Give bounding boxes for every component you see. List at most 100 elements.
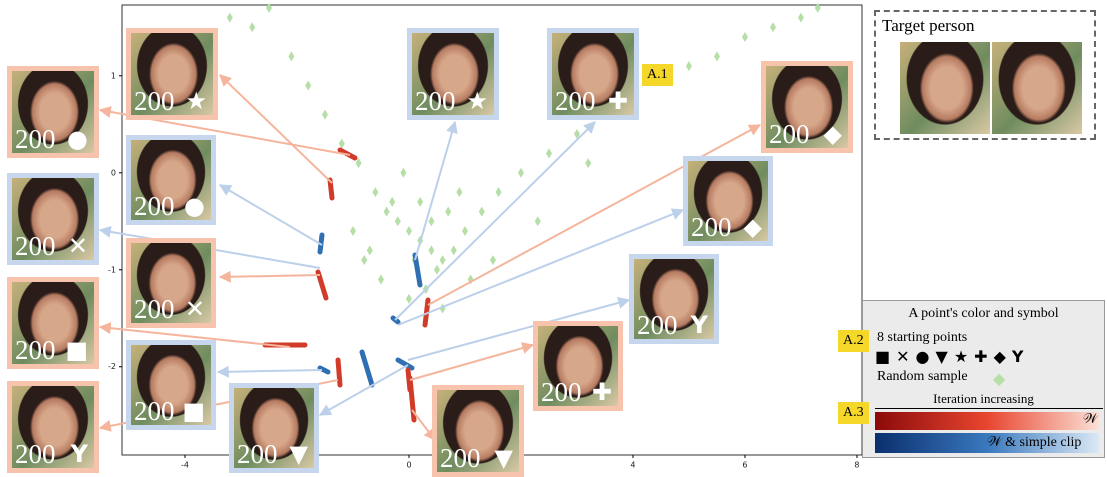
sample-point bbox=[249, 22, 255, 32]
page: -4-202468-2-101 Target person A point's … bbox=[0, 0, 1107, 477]
sample-point bbox=[535, 216, 541, 226]
iteration-label: 200 bbox=[237, 439, 278, 470]
symbol: ● bbox=[184, 192, 205, 220]
thumbnail: 200 ▼ bbox=[229, 383, 319, 473]
arrow bbox=[415, 122, 455, 260]
symbol: ★ bbox=[466, 87, 488, 115]
y-tick-label: -2 bbox=[108, 362, 116, 371]
sample-point bbox=[406, 294, 412, 304]
sample-point bbox=[227, 13, 233, 23]
thumbnail: 200 ▼ bbox=[432, 385, 524, 477]
sample-point bbox=[350, 226, 356, 236]
symbol: ◆ bbox=[744, 213, 762, 241]
sample-point bbox=[479, 207, 485, 217]
symbol: ■ bbox=[65, 336, 88, 364]
thumbnail: 200 ● bbox=[126, 135, 216, 225]
trajectory bbox=[362, 352, 372, 385]
arrow bbox=[320, 365, 408, 415]
arrow bbox=[395, 122, 595, 320]
thumbnail: 200 Y bbox=[629, 254, 719, 344]
iteration-label: 200 bbox=[15, 231, 56, 262]
sample-point bbox=[361, 255, 367, 265]
iteration-label: 200 bbox=[134, 396, 175, 427]
thumbnail: 200■ bbox=[126, 340, 216, 430]
sample-point bbox=[686, 61, 692, 71]
legend-label: 8 starting points bbox=[877, 330, 967, 346]
x-tick-label: 6 bbox=[742, 461, 747, 470]
iteration-label: 200 bbox=[555, 86, 596, 117]
trajectory bbox=[408, 370, 410, 390]
sample-point bbox=[815, 3, 821, 13]
symbol: ✕ bbox=[68, 232, 88, 260]
symbol: ✚ bbox=[592, 378, 612, 406]
iteration-label: 200 bbox=[769, 119, 810, 150]
sample-point bbox=[496, 187, 502, 197]
x-tick-label: 8 bbox=[854, 461, 859, 470]
y-tick-label: -1 bbox=[108, 265, 116, 274]
symbol: Y bbox=[71, 440, 88, 468]
symbol: ▼ bbox=[495, 444, 513, 472]
sample-point bbox=[322, 110, 328, 120]
sample-point bbox=[462, 226, 468, 236]
target-title: Target person bbox=[882, 16, 974, 36]
sample-point bbox=[400, 168, 406, 178]
y-tick-label: 0 bbox=[111, 168, 116, 177]
legend-symbol: Y bbox=[1012, 347, 1024, 366]
iteration-label: 200 bbox=[440, 443, 481, 474]
thumbnail: 200◆ bbox=[683, 156, 773, 246]
legend-label: 𝒲 & simple clip bbox=[987, 435, 1081, 451]
thumbnail: 200■ bbox=[7, 277, 99, 369]
sample-point bbox=[395, 216, 401, 226]
thumbnail: 200● bbox=[7, 66, 99, 158]
x-tick-label: 4 bbox=[630, 461, 635, 470]
sample-point bbox=[367, 245, 373, 255]
sample-point bbox=[266, 3, 272, 13]
sample-point bbox=[378, 274, 384, 284]
thumbnail: 200★ bbox=[126, 28, 218, 120]
legend-symbol: ● bbox=[916, 347, 930, 366]
iteration-label: 200 bbox=[415, 86, 456, 117]
target-box: Target person bbox=[874, 10, 1096, 140]
sample-point bbox=[288, 51, 294, 61]
sample-point bbox=[434, 265, 440, 275]
legend-symbol: ✚ bbox=[974, 347, 987, 366]
sample-point bbox=[428, 245, 434, 255]
iteration-label: 200 bbox=[637, 310, 678, 341]
symbol: Y bbox=[691, 311, 708, 339]
sample-point bbox=[417, 197, 423, 207]
thumbnail: 200 ★ bbox=[407, 28, 499, 120]
iteration-label: 200 bbox=[134, 294, 175, 325]
target-image bbox=[992, 42, 1082, 134]
symbol: ■ bbox=[182, 397, 205, 425]
sample-point bbox=[406, 226, 412, 236]
symbol: ▼ bbox=[290, 440, 308, 468]
axis-arrow bbox=[875, 408, 1103, 409]
legend: A point's color and symbol 8 starting po… bbox=[862, 300, 1105, 458]
sample-point bbox=[384, 207, 390, 217]
symbol: ✚ bbox=[608, 87, 628, 115]
sample-point bbox=[798, 13, 804, 23]
sample-point bbox=[770, 22, 776, 32]
arrow bbox=[220, 75, 332, 183]
thumbnail: 200◆ bbox=[761, 61, 853, 153]
legend-symbol: ★ bbox=[954, 347, 968, 366]
iteration-label: 200 bbox=[541, 377, 582, 408]
legend-symbol: ▼ bbox=[936, 347, 948, 366]
sample-point bbox=[490, 255, 496, 265]
legend-marker: ◆ bbox=[993, 369, 1005, 389]
legend-label: Iteration increasing bbox=[863, 391, 1104, 407]
legend-symbol: ✕ bbox=[896, 347, 909, 366]
x-tick-label: -4 bbox=[181, 461, 189, 470]
iteration-label: 200 bbox=[134, 191, 175, 222]
trajectory bbox=[338, 360, 340, 385]
arrow bbox=[218, 370, 322, 372]
thumbnail: 200 ✚ bbox=[547, 28, 639, 120]
sample-point bbox=[305, 80, 311, 90]
sample-point bbox=[440, 255, 446, 265]
sample-point bbox=[372, 187, 378, 197]
sample-point bbox=[456, 187, 462, 197]
sample-point bbox=[585, 158, 591, 168]
sample-point bbox=[389, 197, 395, 207]
legend-label: 𝒲 bbox=[1083, 412, 1098, 428]
